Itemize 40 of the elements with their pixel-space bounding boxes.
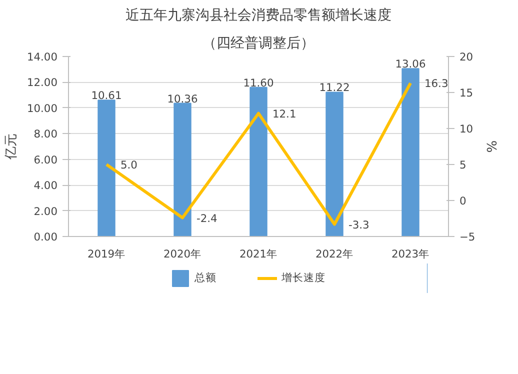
y-tick-label: 2.00	[34, 204, 58, 218]
data-label: 11.60	[243, 76, 274, 90]
x-tick-label: 2019年	[87, 248, 126, 260]
x-tick-label: 2022年	[315, 248, 354, 260]
y-tick-label: 14.00	[26, 50, 58, 64]
chart-title: 近五年九寨沟县社会消费品零售额增长速度	[126, 8, 392, 24]
legend-label: 总额	[194, 271, 216, 285]
bar	[250, 86, 268, 236]
bar	[98, 100, 116, 236]
y2-tick-label: 20	[460, 50, 474, 64]
y-tick-label: 10.00	[26, 102, 58, 115]
y-tick-label: 6.00	[34, 153, 58, 166]
bar	[326, 92, 344, 236]
y-tick-label: 0.00	[34, 230, 58, 244]
y2-tick-label: −5	[460, 230, 476, 244]
bar	[402, 68, 420, 236]
data-label: 16.3	[424, 77, 448, 90]
y2-tick-label: 10	[460, 122, 474, 136]
legend-label: 增长速度	[282, 271, 326, 285]
data-label: 10.36	[167, 92, 198, 106]
y-tick-label: 8.00	[34, 128, 58, 141]
y2-tick-label: 15	[460, 86, 474, 100]
bar	[174, 102, 192, 236]
data-label: 10.61	[91, 89, 122, 102]
data-label: -2.4	[196, 212, 218, 225]
x-tick-label: 2023年	[391, 248, 430, 260]
y-tick-label: 4.00	[34, 179, 58, 192]
data-label: -3.3	[348, 218, 370, 232]
y-axis-title: 亿元	[4, 134, 19, 160]
y2-tick-label: 0	[460, 194, 466, 208]
y-tick-label: 12.00	[26, 76, 58, 90]
data-label: 5.0	[120, 158, 138, 172]
y2-axis-title: %	[483, 140, 498, 153]
x-tick-label: 2020年	[163, 248, 202, 260]
x-tick-label: 2021年	[239, 248, 278, 260]
chart-subtitle: （四经普调整后）	[202, 34, 314, 52]
data-label: 11.22	[319, 81, 350, 94]
y2-tick-label: 5	[460, 158, 466, 172]
data-label: 13.06	[395, 58, 426, 71]
data-label: 12.1	[272, 107, 296, 120]
